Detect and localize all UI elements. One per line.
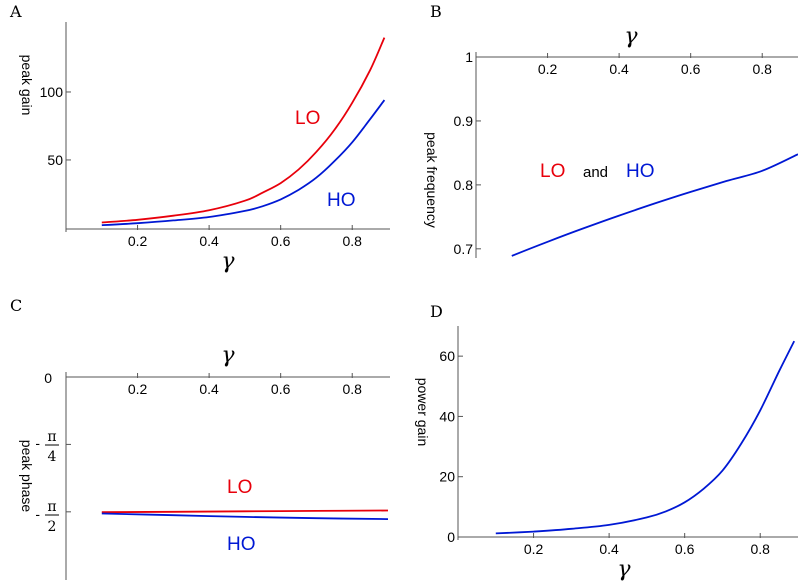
panel-d-y-tick-label: 20 — [439, 469, 455, 485]
panel-a-line-ho — [101, 99, 386, 227]
panel-d-y-tick-label: 0 — [447, 529, 455, 545]
panel-b-x-tick-label: 0.4 — [609, 61, 629, 77]
panel-c-line-ho — [101, 512, 389, 520]
panel-c-tick-pi: π — [47, 499, 56, 515]
panel-a-x-tick-label: 0.8 — [342, 233, 362, 249]
panel-d: 0.2 0.4 0.6 0.8 0 20 40 60 power gain γ — [415, 326, 798, 582]
panel-d-y-label: power gain — [415, 378, 431, 447]
panel-a-y-label: peak gain — [19, 55, 35, 116]
panel-d-x-tick-label: 0.8 — [750, 541, 770, 557]
panel-c-ho-annotation: HO — [227, 534, 256, 555]
panel-a-x-tick-label: 0.4 — [199, 233, 219, 249]
panel-b-x-tick-label: 0.2 — [538, 61, 558, 77]
panel-b-y-tick-label: 0.9 — [454, 113, 474, 129]
panel-c-x-tick-label: 0.2 — [128, 381, 148, 397]
panel-c-y-tick-minus-pi-over-2: - π 2 — [35, 499, 59, 535]
panel-a: 0.2 0.4 0.6 0.8 50 100 peak gain γ LO HO — [19, 22, 390, 274]
panel-a-y-tick-label: 50 — [47, 152, 63, 168]
panel-c-x-tick-label: 0.6 — [271, 381, 291, 397]
panel-c-line-lo — [101, 509, 389, 514]
panel-c-y-tick-0: 0 — [44, 370, 52, 386]
panel-c-tick-four: 4 — [48, 449, 57, 465]
panel-c-lo-annotation: LO — [227, 477, 252, 498]
panel-c-tick-minus: - — [35, 435, 40, 451]
panel-b-lo-annotation: LO — [540, 161, 565, 182]
panel-a-y-tick-label: 100 — [40, 84, 64, 100]
panel-d-x-tick-label: 0.4 — [599, 541, 619, 557]
panel-label-b: B — [430, 2, 442, 21]
panel-c-tick-minus: - — [35, 506, 40, 522]
panel-c-tick-two: 2 — [48, 519, 57, 535]
panel-a-x-tick-label: 0.2 — [128, 233, 148, 249]
panel-b-y-tick-label: 0.7 — [454, 241, 474, 257]
panel-c-y-label: peak phase — [19, 440, 35, 513]
panel-d-line-series — [495, 340, 796, 535]
panel-a-ho-annotation: HO — [327, 190, 356, 211]
panel-d-x-label: γ — [617, 557, 631, 582]
panel-label-d: D — [430, 302, 443, 321]
panel-a-line-lo — [101, 37, 386, 224]
panel-d-x-tick-label: 0.2 — [524, 541, 544, 557]
panel-b: 0.2 0.4 0.6 0.80.70.80.91 peak frequency γ … — [424, 24, 798, 258]
panel-c-tick-pi: π — [47, 429, 56, 445]
panel-label-c: C — [10, 296, 22, 315]
panel-b-y-tick-label: 0.8 — [454, 177, 474, 193]
panel-d-y-tick-label: 60 — [439, 348, 455, 364]
panel-b-line-lo-and-ho — [511, 153, 798, 257]
panel-c: 0.2 0.4 0.6 0.8 peak phase γ LO HO 0 - π 4 … — [19, 343, 390, 580]
panel-a-x-tick-label: 0.6 — [271, 233, 291, 249]
panel-b-y-label: peak frequency — [424, 132, 440, 228]
panel-label-a: A — [9, 2, 22, 21]
panel-d-x-tick-label: 0.6 — [675, 541, 695, 557]
panel-a-x-label: γ — [221, 249, 235, 274]
panel-b-ho-annotation: HO — [626, 161, 655, 182]
panel-c-x-tick-label: 0.4 — [199, 381, 219, 397]
panel-b-and-annotation: and — [583, 164, 608, 181]
panel-c-x-label: γ — [221, 343, 235, 368]
panel-c-y-tick-minus-pi-over-4: - π 4 — [35, 429, 59, 465]
panel-b-x-tick-label: 0.6 — [681, 61, 701, 77]
panel-d-y-tick-label: 40 — [439, 408, 455, 424]
panel-b-x-tick-label: 0.8 — [752, 61, 772, 77]
panel-b-x-label: γ — [624, 24, 638, 49]
panel-a-lo-annotation: LO — [295, 108, 320, 129]
panel-c-x-tick-label: 0.8 — [342, 381, 362, 397]
panel-b-y-tick-label: 1 — [465, 49, 473, 65]
